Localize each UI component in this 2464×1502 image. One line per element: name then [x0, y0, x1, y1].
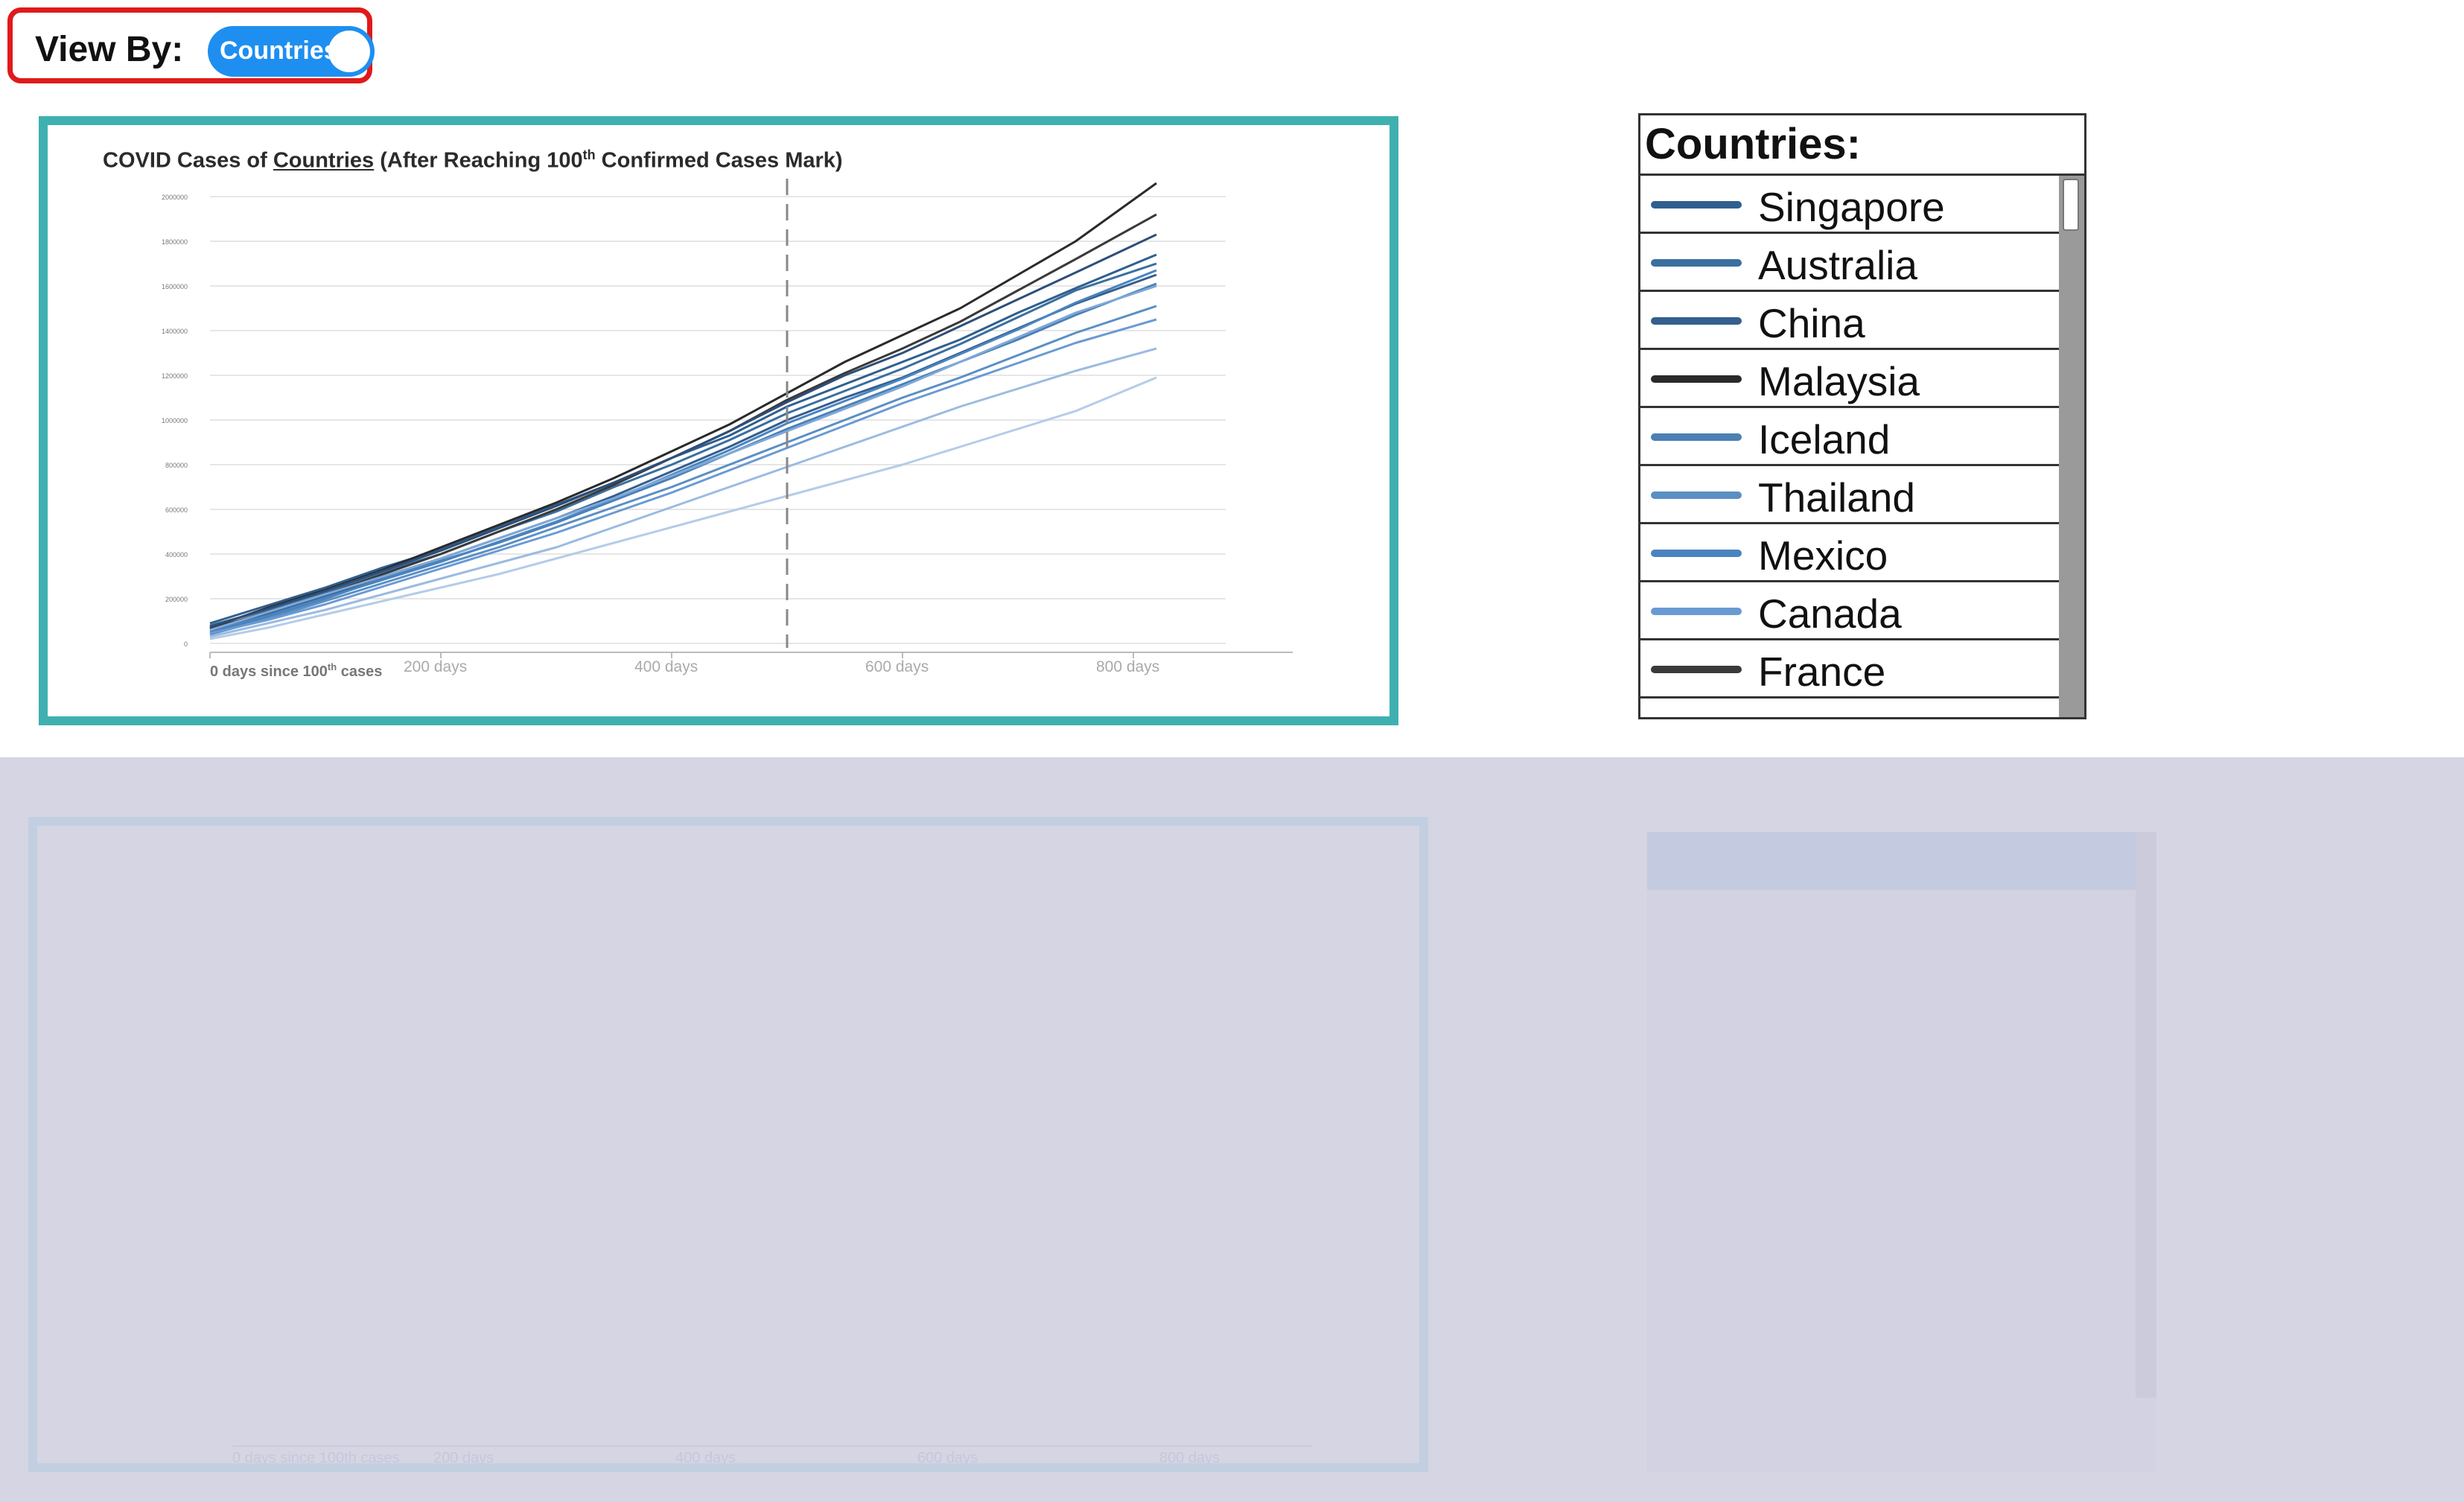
- y-tick-label: 1800000: [162, 238, 188, 246]
- y-tick-labels: 0 200000 400000 600000 800000 1000000 1200000 1…: [162, 194, 188, 648]
- legend-item-iceland[interactable]: Iceland: [1640, 408, 2062, 466]
- chart-card: COVID Cases of Countries (After Reaching…: [39, 116, 1398, 725]
- view-by-toggle[interactable]: Countries: [208, 26, 375, 77]
- series-line-singapore: [209, 253, 1157, 625]
- legend-swatch: [1651, 666, 1742, 673]
- ghost-legend-scrollbar: [2136, 832, 2156, 1398]
- y-tick-label: 1200000: [162, 372, 188, 380]
- legend-item-label: Canada: [1758, 591, 1902, 637]
- countries-legend: Countries: Singapore Australia China Malays…: [1638, 113, 2086, 719]
- chart-title-link[interactable]: Countries: [273, 148, 375, 173]
- y-tick-label: 400000: [165, 551, 188, 559]
- chart-title-sup: th: [582, 147, 596, 162]
- legend-item-china[interactable]: China: [1640, 292, 2062, 350]
- x-tick-label: 600 days: [865, 658, 929, 675]
- ghost-tick-label: 200 days: [433, 1450, 494, 1466]
- chart-title-suffix: Confirmed Cases Mark): [595, 148, 843, 173]
- view-by-control: View By: Countries: [7, 7, 375, 83]
- series-line-mexico: [209, 269, 1157, 632]
- y-tick-label: 800000: [165, 462, 188, 469]
- series-lines: [209, 182, 1157, 640]
- series-line-unlabeled-9: [209, 347, 1157, 638]
- legend-item-label: Mexico: [1758, 532, 1888, 579]
- legend-title: Countries:: [1640, 115, 2084, 176]
- legend-item-singapore[interactable]: Singapore: [1640, 176, 2062, 234]
- y-tick-label: 1600000: [162, 283, 188, 290]
- legend-item-france[interactable]: France: [1640, 640, 2062, 699]
- ghost-tick-label: 0 days since 100th cases: [232, 1450, 400, 1466]
- chart-title-prefix: COVID Cases of: [103, 148, 273, 173]
- series-line-canada: [209, 318, 1157, 634]
- chart-title-mid: (After Reaching 100: [374, 148, 583, 173]
- series-line-malaysia: [209, 182, 1157, 629]
- faded-lower-panel: 0 days since 100th cases 200 days 400 days…: [0, 757, 2464, 1502]
- legend-swatch: [1651, 550, 1742, 557]
- legend-item-thailand[interactable]: Thailand: [1640, 466, 2062, 524]
- y-tick-label: 1000000: [162, 417, 188, 424]
- ghost-legend: [1647, 832, 2156, 1472]
- chart-title: COVID Cases of Countries (After Reaching…: [103, 147, 843, 174]
- legend-swatch: [1651, 201, 1742, 209]
- legend-item-malaysia[interactable]: Malaysia: [1640, 350, 2062, 408]
- legend-item-label: France: [1758, 649, 1886, 695]
- legend-item-label: Malaysia: [1758, 358, 1920, 404]
- legend-swatch: [1651, 433, 1742, 441]
- legend-swatch: [1651, 491, 1742, 499]
- x-tick-label: 200 days: [404, 658, 467, 675]
- y-tick-label: 600000: [165, 506, 188, 514]
- legend-scrollbar[interactable]: [2059, 176, 2084, 717]
- legend-list: Singapore Australia China Malaysia Iceland Th…: [1640, 176, 2062, 699]
- legend-swatch: [1651, 608, 1742, 615]
- ghost-tick-label: 800 days: [1159, 1450, 1220, 1466]
- ghost-tick-label: 600 days: [917, 1450, 978, 1466]
- toggle-knob: [328, 31, 370, 72]
- ghost-legend-header: [1647, 832, 2136, 890]
- legend-item-label: Singapore: [1758, 184, 1945, 230]
- toggle-label: Countries: [220, 36, 338, 65]
- legend-item-label: Thailand: [1758, 474, 1915, 521]
- ghost-x-axis: [232, 1445, 1312, 1447]
- grid-lines: [210, 196, 1226, 644]
- scrollbar-thumb[interactable]: [2063, 179, 2079, 231]
- ghost-tick-label: 400 days: [675, 1450, 736, 1466]
- y-tick-label: 0: [184, 640, 188, 648]
- view-by-label: View By:: [35, 30, 184, 69]
- x-axis: 0 days since 100th cases 200 days 400 days…: [209, 652, 1293, 680]
- y-tick-label: 1400000: [162, 328, 188, 335]
- legend-item-canada[interactable]: Canada: [1640, 582, 2062, 640]
- series-line-australia: [209, 262, 1157, 627]
- y-tick-label: 2000000: [162, 194, 188, 201]
- series-line-unlabeled-10: [209, 376, 1157, 640]
- series-line-unlabeled-12: [209, 233, 1157, 628]
- legend-item-label: Australia: [1758, 242, 1917, 288]
- legend-item-label: China: [1758, 300, 1865, 346]
- ghost-chart-card: 0 days since 100th cases 200 days 400 days…: [28, 817, 1428, 1472]
- x-tick-label: 800 days: [1096, 658, 1159, 675]
- x-tick-label: 0 days since 100th cases: [210, 661, 382, 680]
- legend-swatch: [1651, 375, 1742, 383]
- legend-swatch: [1651, 259, 1742, 267]
- legend-swatch: [1651, 317, 1742, 325]
- series-line-unlabeled-11: [209, 284, 1157, 631]
- line-chart: 0 200000 400000 600000 800000 1000000 1200000 1…: [162, 179, 1293, 680]
- series-line-thailand: [209, 305, 1157, 636]
- y-tick-label: 200000: [165, 596, 188, 603]
- legend-item-mexico[interactable]: Mexico: [1640, 524, 2062, 582]
- x-tick-label: 400 days: [634, 658, 698, 675]
- legend-item-label: Iceland: [1758, 416, 1891, 462]
- legend-item-australia[interactable]: Australia: [1640, 234, 2062, 292]
